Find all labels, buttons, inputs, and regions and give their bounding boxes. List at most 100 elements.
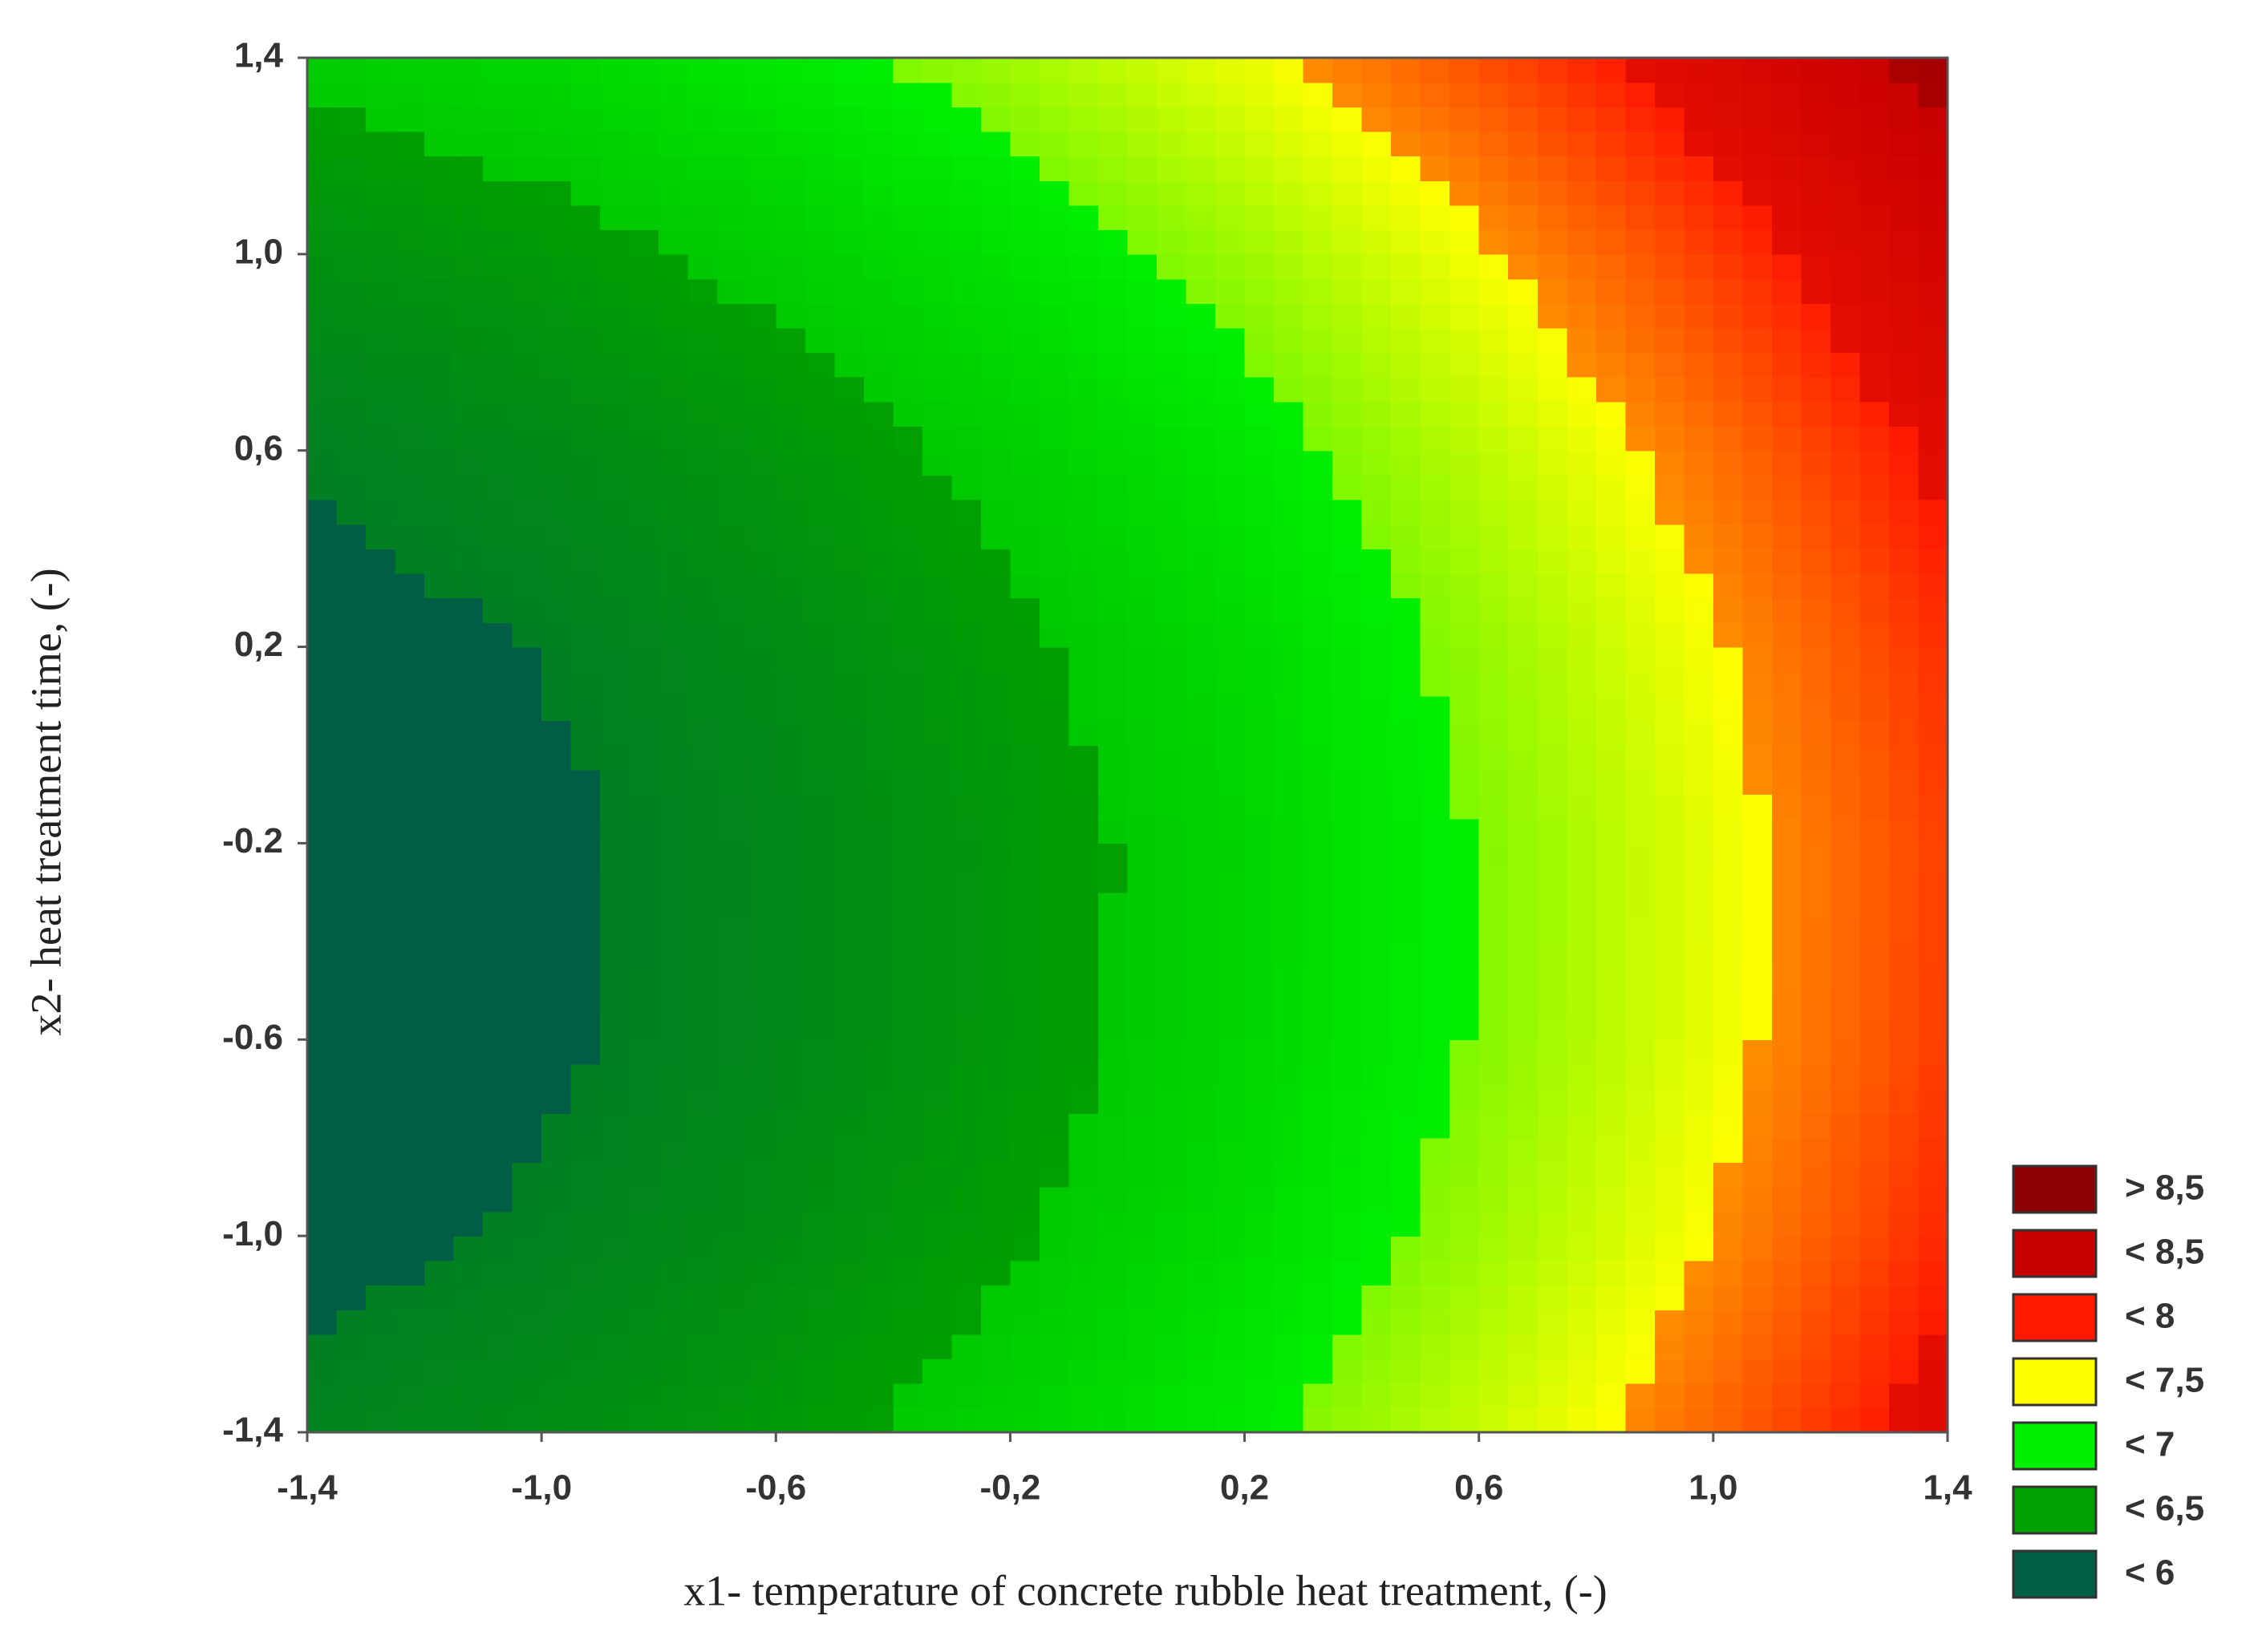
contour-cell bbox=[541, 180, 572, 206]
contour-cell bbox=[1097, 1358, 1129, 1384]
contour-cell bbox=[659, 229, 689, 255]
contour-cell bbox=[1010, 892, 1040, 918]
contour-cell bbox=[980, 1358, 1011, 1384]
contour-cell bbox=[1830, 1236, 1861, 1261]
contour-cell bbox=[483, 917, 513, 942]
contour-cell bbox=[336, 769, 367, 796]
contour-cell bbox=[541, 524, 572, 549]
contour-cell bbox=[863, 966, 894, 991]
contour-cell bbox=[1771, 1358, 1802, 1384]
contour-cell bbox=[746, 524, 777, 549]
contour-cell bbox=[424, 990, 455, 1016]
contour-cell bbox=[1742, 597, 1773, 623]
contour-cell bbox=[1010, 622, 1040, 648]
contour-cell bbox=[1567, 671, 1597, 697]
contour-cell bbox=[1391, 1039, 1421, 1065]
contour-cell bbox=[1274, 745, 1304, 771]
contour-cell bbox=[1859, 524, 1890, 549]
contour-cell bbox=[600, 966, 630, 991]
contour-cell bbox=[1449, 82, 1480, 108]
contour-cell bbox=[512, 82, 542, 108]
contour-cell bbox=[980, 499, 1011, 525]
contour-cell bbox=[1391, 1088, 1421, 1114]
contour-cell bbox=[1684, 720, 1714, 746]
contour-cell bbox=[922, 745, 953, 771]
contour-cell bbox=[1859, 1309, 1890, 1335]
x-tick-label: -0,6 bbox=[745, 1468, 806, 1508]
contour-cell bbox=[717, 597, 748, 623]
contour-cell bbox=[1332, 107, 1363, 132]
contour-cell bbox=[1361, 818, 1392, 844]
contour-cell bbox=[629, 990, 660, 1016]
contour-cell bbox=[1068, 253, 1099, 280]
contour-cell bbox=[1244, 229, 1275, 255]
contour-cell bbox=[893, 941, 923, 967]
contour-cell bbox=[1215, 1039, 1246, 1065]
contour-cell bbox=[1859, 941, 1890, 967]
contour-cell bbox=[1449, 1358, 1480, 1384]
contour-cell bbox=[1742, 204, 1773, 231]
contour-cell bbox=[1186, 1383, 1216, 1409]
contour-cell bbox=[922, 131, 953, 157]
contour-cell bbox=[1567, 426, 1597, 451]
contour-cell bbox=[659, 1285, 689, 1310]
contour-cell bbox=[980, 1162, 1011, 1188]
contour-cell bbox=[1918, 1334, 1948, 1359]
contour-cell bbox=[1684, 107, 1714, 132]
contour-cell bbox=[1537, 1334, 1568, 1359]
contour-cell bbox=[893, 868, 923, 893]
contour-cell bbox=[863, 745, 894, 771]
contour-cell bbox=[1274, 671, 1304, 697]
contour-cell bbox=[307, 229, 338, 255]
contour-cell bbox=[366, 745, 396, 771]
contour-cell bbox=[1654, 352, 1685, 378]
legend-label: < 8 bbox=[2125, 1297, 2175, 1336]
contour-cell bbox=[336, 941, 367, 967]
contour-cell bbox=[336, 1358, 367, 1384]
contour-cell bbox=[746, 818, 777, 844]
contour-cell bbox=[1157, 818, 1187, 844]
contour-cell bbox=[1742, 966, 1773, 991]
contour-cell bbox=[834, 1358, 865, 1384]
contour-cell bbox=[1713, 278, 1744, 304]
contour-cell bbox=[1742, 843, 1773, 869]
contour-cell bbox=[1654, 107, 1685, 132]
contour-cell bbox=[1157, 1358, 1187, 1384]
contour-cell bbox=[424, 1113, 455, 1139]
contour-cell bbox=[776, 204, 806, 231]
contour-cell bbox=[1918, 1039, 1948, 1065]
contour-cell bbox=[1595, 549, 1627, 574]
contour-cell bbox=[541, 622, 572, 648]
contour-cell bbox=[1186, 843, 1216, 869]
contour-cell bbox=[805, 745, 836, 771]
contour-cell bbox=[1684, 82, 1714, 108]
contour-cell bbox=[1010, 352, 1040, 378]
contour-cell bbox=[1039, 941, 1070, 967]
contour-cell bbox=[1742, 941, 1773, 967]
contour-cell bbox=[717, 278, 748, 304]
contour-cell bbox=[687, 499, 719, 525]
contour-cell bbox=[1713, 720, 1744, 746]
contour-cell bbox=[424, 671, 455, 697]
contour-cell bbox=[1157, 868, 1187, 893]
contour-cell bbox=[951, 58, 982, 83]
contour-cell bbox=[1859, 426, 1890, 451]
contour-cell bbox=[1742, 917, 1773, 942]
contour-cell bbox=[1742, 450, 1773, 476]
contour-cell bbox=[1391, 990, 1421, 1016]
contour-cell bbox=[570, 204, 601, 231]
contour-cell bbox=[1215, 966, 1246, 991]
contour-cell bbox=[483, 868, 513, 893]
contour-cell bbox=[893, 843, 923, 869]
contour-cell bbox=[776, 1383, 806, 1409]
contour-cell bbox=[1449, 1186, 1480, 1213]
contour-cell bbox=[1332, 156, 1363, 181]
contour-cell bbox=[1595, 671, 1627, 697]
x-axis-title: x1- temperature of concrete rubble heat … bbox=[683, 1566, 1607, 1614]
contour-cell bbox=[1244, 1088, 1275, 1114]
contour-cell bbox=[1157, 1137, 1187, 1164]
contour-cell bbox=[1478, 1113, 1510, 1139]
contour-cell bbox=[1713, 1383, 1744, 1409]
contour-cell bbox=[1918, 1211, 1948, 1237]
contour-cell bbox=[863, 794, 894, 820]
